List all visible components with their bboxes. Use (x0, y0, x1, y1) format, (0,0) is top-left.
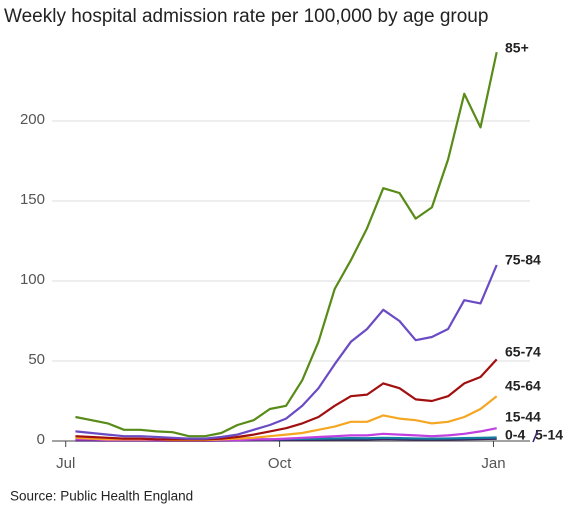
y-tick-label: 150 (20, 191, 45, 208)
y-tick-label: 200 (20, 111, 45, 128)
source: Source: Public Health England (10, 489, 193, 504)
chart-title: Weekly hospital admission rate per 100,0… (4, 6, 488, 27)
series-line (75, 358, 498, 441)
series-label: 5-14 (535, 427, 563, 443)
x-tick-label: Oct (268, 455, 292, 472)
series-label: 85+ (505, 40, 529, 56)
x-tick-label: Jul (56, 455, 75, 472)
series-line (75, 51, 498, 438)
y-tick-label: 0 (37, 431, 45, 448)
x-tick-label: Jan (481, 455, 505, 472)
label-separator (532, 429, 539, 443)
series-label: 45-64 (505, 378, 541, 394)
series-line (75, 264, 498, 440)
series-label: 65-74 (505, 344, 541, 360)
series-label: 75-84 (505, 252, 541, 268)
series-label: 15-44 (505, 409, 541, 425)
series-label: 0-4 (505, 427, 525, 443)
y-tick-label: 100 (20, 271, 45, 288)
y-tick-label: 50 (28, 351, 45, 368)
